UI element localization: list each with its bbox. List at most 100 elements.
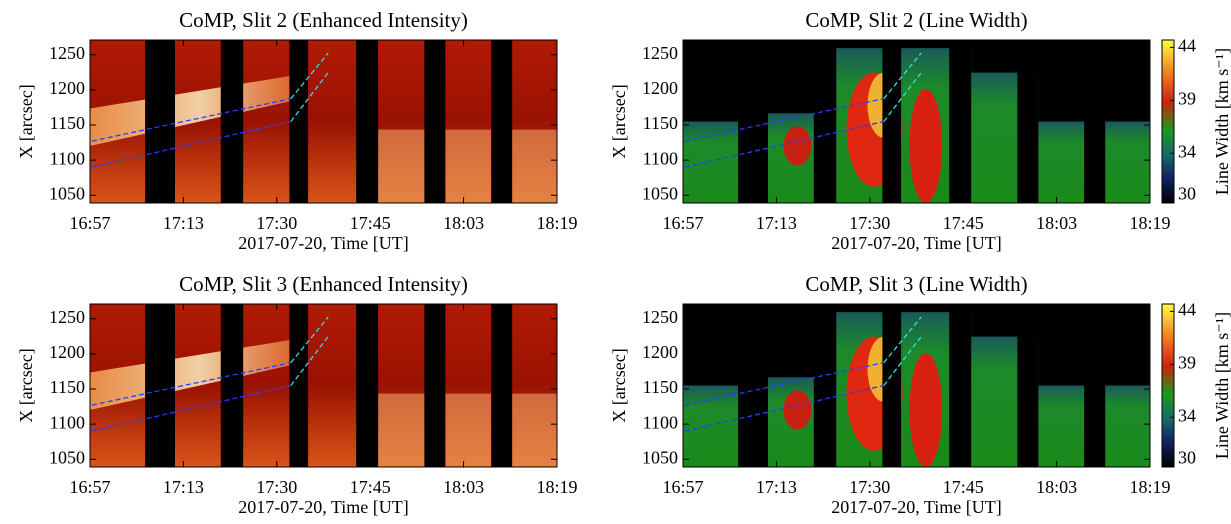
frame [89, 303, 558, 468]
hot-region-2 [909, 352, 943, 467]
y-axis-label: X [arcsec] [609, 84, 629, 158]
y-axis-label: X [arcsec] [609, 348, 629, 422]
x-tick-label: 18:03 [1036, 213, 1077, 233]
x-tick-label: 18:19 [1129, 213, 1170, 233]
data-gap [813, 40, 837, 203]
x-tick-label: 16:57 [69, 477, 110, 497]
colorbar-tick-label: 39 [1178, 88, 1196, 108]
colorbar [1161, 303, 1175, 468]
heatmap [683, 40, 1150, 203]
slit-path [684, 362, 884, 406]
x-tick-label: 17:45 [943, 477, 984, 497]
frame [89, 39, 558, 204]
colorbar-label: Line Width [km s⁻¹] [1212, 312, 1231, 459]
data-gap [738, 40, 768, 203]
slit-path [91, 98, 291, 142]
x-tick-label: 16:57 [662, 477, 703, 497]
slit-path [883, 52, 922, 100]
hot-region-3 [783, 390, 812, 430]
x-tick-label: 17:13 [756, 213, 797, 233]
colorbar-tick-label: 30 [1178, 184, 1196, 204]
panel-title: CoMP, Slit 2 (Enhanced Intensity) [179, 8, 468, 32]
slit-path [91, 362, 291, 406]
slit-path [290, 316, 329, 364]
x-axis-label: 2017-07-20, Time [UT] [831, 233, 1002, 253]
x-tick-label: 18:19 [536, 213, 577, 233]
x-tick-label: 18:03 [443, 477, 484, 497]
slit-path [883, 72, 922, 122]
data-column [1105, 121, 1150, 203]
bright-band [90, 75, 310, 146]
x-axis-label: 2017-07-20, Time [UT] [238, 233, 409, 253]
data-gap [220, 304, 244, 467]
x-tick-label: 17:45 [350, 477, 391, 497]
heatmap-lower [370, 393, 557, 467]
y-tick-label: 1200 [642, 78, 678, 98]
x-axis-label: 2017-07-20, Time [UT] [238, 497, 409, 517]
y-axis-label: X [arcsec] [16, 84, 36, 158]
y-tick-label: 1250 [642, 43, 678, 63]
colorbar-tick-label: 34 [1178, 141, 1196, 161]
heatmap-lower [370, 129, 557, 203]
heatmap [90, 40, 557, 203]
frame [682, 39, 1151, 204]
colorbar-label: Line Width [km s⁻¹] [1212, 48, 1231, 195]
slit-path [684, 120, 884, 168]
y-tick-label: 1150 [50, 377, 85, 397]
frame [682, 303, 1151, 468]
data-gap [424, 304, 446, 467]
data-gap [882, 40, 902, 203]
slit-path [91, 120, 291, 168]
panel-title: CoMP, Slit 2 (Line Width) [805, 8, 1027, 32]
panel-title: CoMP, Slit 3 (Enhanced Intensity) [179, 272, 468, 296]
x-tick-label: 17:30 [849, 477, 890, 497]
slit-path [290, 52, 329, 100]
slit-path [684, 98, 884, 142]
y-tick-label: 1050 [642, 183, 678, 203]
y-tick-label: 1250 [49, 307, 85, 327]
slit-path [290, 72, 329, 122]
y-tick-label: 1150 [643, 377, 678, 397]
y-tick-label: 1050 [642, 447, 678, 467]
data-gap [220, 40, 244, 203]
data-gap [289, 304, 309, 467]
y-tick-label: 1250 [642, 307, 678, 327]
x-tick-label: 17:30 [256, 213, 297, 233]
data-gap [949, 304, 972, 467]
data-gap [738, 304, 768, 467]
y-tick-label: 1100 [643, 148, 678, 168]
slit-path [883, 316, 922, 364]
data-gap [813, 304, 837, 467]
y-tick-label: 1150 [50, 113, 85, 133]
data-gap [145, 304, 175, 467]
data-gap [491, 304, 513, 467]
heatmap-image [683, 304, 1150, 467]
x-tick-label: 17:45 [350, 213, 391, 233]
data-gap [949, 40, 972, 203]
y-tick-label: 1050 [49, 447, 85, 467]
hot-region-2 [909, 88, 943, 203]
heatmap [683, 304, 1150, 467]
slit-path [684, 384, 884, 432]
x-tick-label: 18:19 [1129, 477, 1170, 497]
x-tick-label: 18:19 [536, 477, 577, 497]
panel-title: CoMP, Slit 3 (Line Width) [805, 272, 1027, 296]
colorbar-tick-label: 44 [1178, 36, 1196, 56]
data-gap [1084, 304, 1106, 467]
data-gap [356, 40, 379, 203]
hot-region-3 [783, 126, 812, 166]
y-tick-label: 1100 [50, 412, 85, 432]
y-tick-label: 1100 [50, 148, 85, 168]
x-tick-label: 17:13 [756, 477, 797, 497]
data-gap [1017, 304, 1039, 467]
heatmap [90, 304, 557, 467]
colorbar-tick-label: 44 [1178, 300, 1196, 320]
y-tick-label: 1050 [49, 183, 85, 203]
colorbar-tick-label: 34 [1178, 405, 1196, 425]
data-gap [491, 40, 513, 203]
x-tick-label: 17:30 [849, 213, 890, 233]
slit-path [290, 336, 329, 386]
x-tick-label: 17:30 [256, 477, 297, 497]
data-gap [1017, 40, 1039, 203]
